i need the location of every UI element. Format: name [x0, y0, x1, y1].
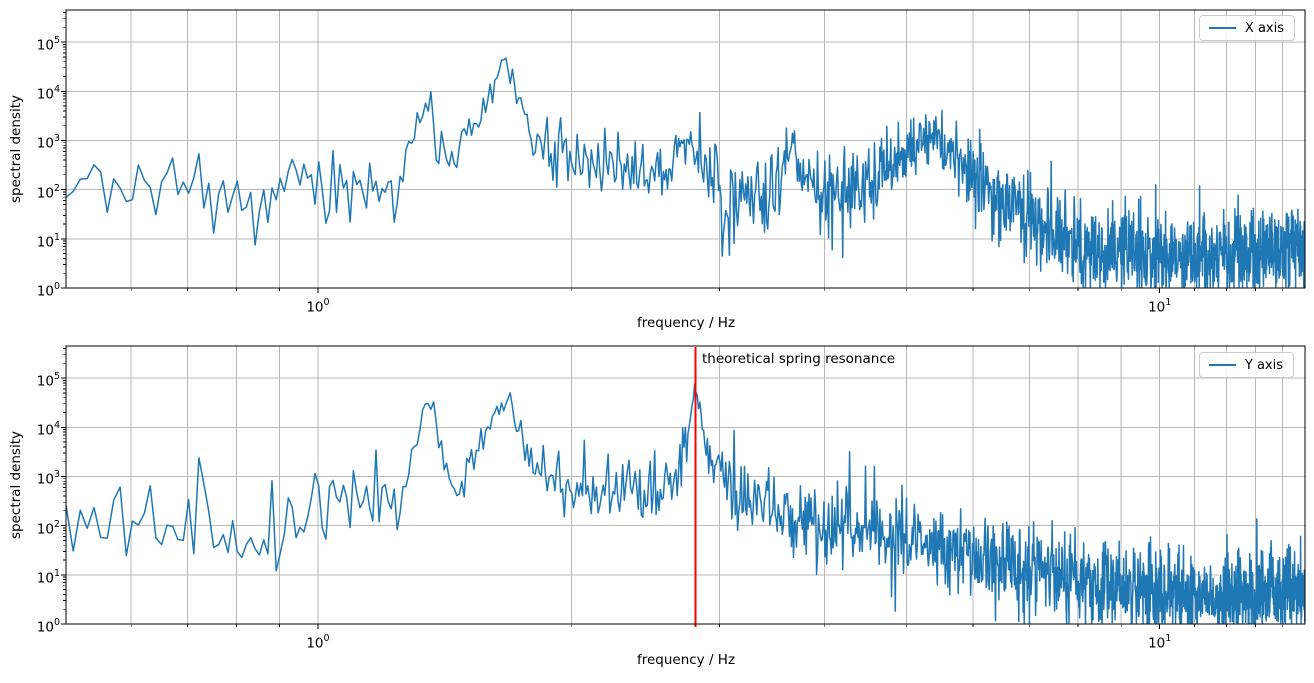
resonance-annotation: theoretical spring resonance [702, 351, 896, 367]
legend-line-swatch-y [1208, 364, 1236, 366]
y-tick-label: 104 [36, 84, 60, 103]
x-tick-label: 100 [306, 297, 330, 316]
y-tick-label: 100 [36, 281, 60, 300]
legend-label-x: X axis [1244, 20, 1284, 36]
series-line-x-axis [66, 57, 1305, 288]
x-tick-label: 101 [1148, 633, 1172, 652]
y-tick-label: 103 [36, 469, 60, 488]
x-tick-label: 100 [306, 633, 330, 652]
axes-frame [65, 345, 1306, 625]
legend-label-y: Y axis [1244, 357, 1283, 373]
y-tick-label: 104 [36, 420, 60, 439]
axes-frame [65, 9, 1306, 289]
y-tick-label: 102 [36, 518, 60, 538]
x-tick-label: 101 [1148, 297, 1172, 316]
series-line-y-axis [66, 383, 1305, 624]
y-tick-label: 105 [36, 35, 60, 54]
y-tick-label: 103 [36, 133, 60, 152]
legend-top: X axis [1198, 15, 1295, 41]
y-tick-label: 101 [36, 567, 60, 587]
y-tick-label: 105 [36, 371, 60, 390]
y-tick-label: 101 [36, 231, 60, 251]
legend-bottom: Y axis [1198, 352, 1294, 378]
x-axis-label-bottom: frequency / Hz [636, 652, 736, 668]
legend-line-swatch-x [1208, 27, 1236, 29]
y-tick-label: 100 [36, 617, 60, 636]
x-axis-label-top: frequency / Hz [636, 315, 736, 331]
y-tick-label: 102 [36, 182, 60, 202]
